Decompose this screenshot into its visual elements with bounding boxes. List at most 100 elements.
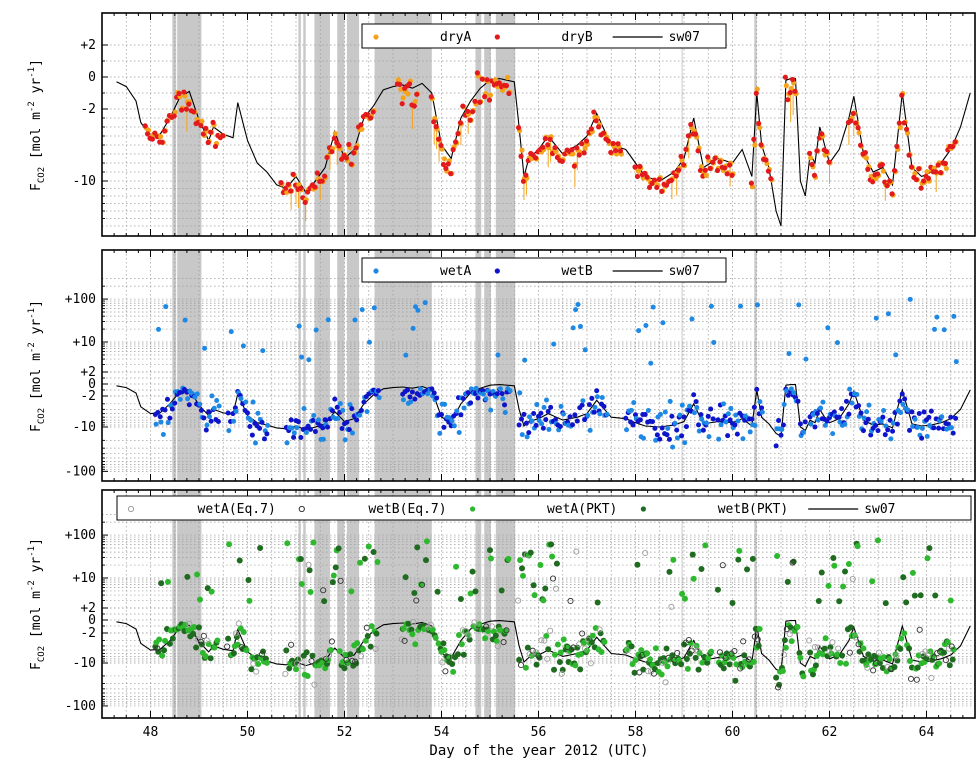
wetA-point — [662, 409, 668, 415]
wet-eq7-point — [806, 637, 813, 644]
wetA-point — [919, 425, 925, 431]
dryB-point — [729, 172, 735, 178]
wetA-PKT-point — [750, 658, 757, 665]
dryB-point — [183, 106, 189, 112]
wet-eq7-point — [325, 652, 333, 659]
dryB-point — [920, 178, 927, 184]
wetB-point — [499, 391, 505, 397]
wetA-point — [449, 418, 455, 424]
wetA-point — [253, 440, 259, 446]
wetB-point — [334, 404, 340, 410]
wetA-point — [747, 429, 753, 435]
dryA-point — [492, 77, 498, 83]
wetA-PKT-point — [505, 555, 512, 562]
wetB-PKT-point — [588, 639, 595, 646]
wetB-PKT-point — [692, 654, 699, 661]
y-tick-label: +100 — [65, 292, 96, 307]
wetA-point — [502, 410, 508, 416]
wetA-point — [704, 420, 710, 426]
wet-eq7-point — [846, 649, 853, 656]
wetA-PKT-point — [797, 654, 804, 661]
wetA-point — [529, 418, 535, 424]
wet-eq7-point — [659, 659, 666, 667]
wetB-point — [858, 410, 864, 416]
wet-eq7-point — [722, 654, 729, 661]
dryB-point — [613, 147, 619, 154]
x-tick-label: 64 — [919, 725, 935, 740]
wetA-PKT-point — [924, 555, 931, 562]
wetB-point — [259, 419, 265, 425]
wetA-point — [924, 433, 930, 439]
dryA-point — [332, 131, 338, 137]
wetA-point — [413, 304, 419, 310]
wet-eq7-point — [552, 585, 560, 592]
data-series — [116, 70, 971, 691]
wetA-PKT-point — [310, 539, 317, 546]
wetB-point — [674, 427, 680, 433]
y-tick-label: -100 — [65, 699, 96, 714]
wetA-PKT-point — [944, 639, 951, 646]
wetA-point — [577, 323, 583, 329]
wetB-point — [468, 400, 474, 406]
dryA-point — [897, 125, 903, 131]
y-tick-label: +10 — [73, 571, 96, 586]
wet-eq7-point — [328, 638, 335, 645]
dryB-point — [297, 185, 303, 191]
wetB-PKT-point — [440, 640, 447, 647]
wet-eq7-point — [674, 649, 681, 657]
shaded-interval — [754, 13, 757, 236]
wetA-point — [934, 314, 940, 320]
wetB-PKT-point — [449, 661, 456, 668]
wetA-point — [544, 397, 550, 403]
wetB-point — [582, 417, 588, 423]
wetB-point — [429, 386, 435, 392]
wetA-PKT-point — [441, 647, 448, 654]
wetA-PKT-point — [493, 638, 500, 645]
wet-eq7-point — [343, 656, 350, 663]
y-tick-label: -2 — [80, 102, 96, 117]
wetB-point — [865, 416, 871, 422]
wetA-point — [636, 328, 642, 334]
dryB-point — [751, 136, 757, 142]
wetA-point — [357, 412, 363, 418]
wetA-PKT-point — [162, 637, 169, 644]
dryB-point — [200, 131, 206, 137]
wet-eq7-point — [731, 648, 738, 655]
wetB-PKT-point — [309, 652, 316, 659]
wetA-point — [883, 423, 889, 429]
dryB-point — [288, 188, 294, 194]
wet-eq7-point — [517, 662, 525, 669]
wetA-PKT-point — [365, 543, 372, 550]
legend-label: wetA(Eq.7) — [198, 502, 276, 517]
wet-eq7-point — [685, 637, 692, 644]
wetB-PKT-point — [790, 558, 797, 565]
dryA-point — [158, 133, 164, 140]
wetA-PKT-point — [690, 575, 697, 582]
wetA-point — [211, 405, 217, 411]
dryB-point — [809, 161, 815, 167]
shaded-interval — [484, 250, 491, 481]
wetB-point — [860, 428, 866, 434]
x-tick-label: 58 — [628, 725, 644, 740]
wetA-PKT-point — [517, 557, 524, 564]
wet-eq7-point — [573, 548, 580, 555]
wet-eq7-point — [740, 638, 747, 645]
wetA-point — [260, 348, 266, 354]
wetB-PKT-point — [469, 568, 476, 575]
wet-eq7-point — [296, 655, 303, 662]
wet-eq7-point — [596, 626, 603, 633]
wetA-point — [861, 415, 867, 421]
wetA-point — [296, 323, 302, 329]
wetB-PKT-point — [726, 661, 733, 668]
wetB-point — [698, 412, 704, 418]
dryB-point — [159, 139, 165, 145]
wetA-point — [757, 399, 763, 405]
wetB-point — [361, 399, 367, 405]
dryB-point — [186, 101, 192, 107]
dryB-point — [210, 119, 216, 125]
wetA-point — [294, 425, 300, 431]
dryA-point — [703, 172, 709, 179]
dryB-point — [547, 136, 553, 142]
wetB-PKT-point — [594, 599, 601, 606]
wetA-point — [243, 399, 249, 405]
